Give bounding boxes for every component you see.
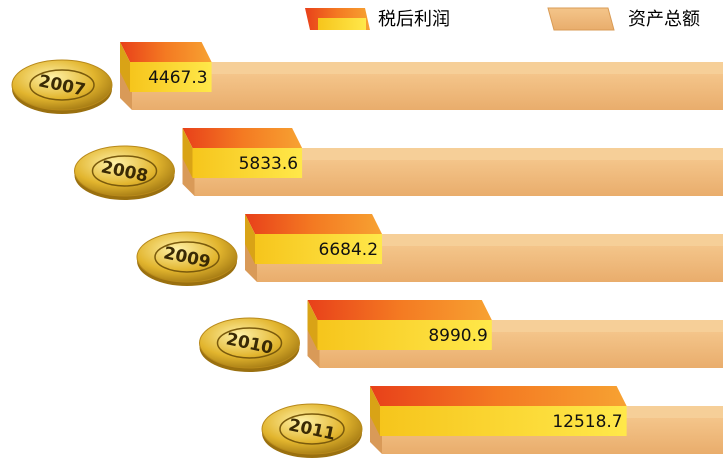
legend-label: 税后利润 — [378, 9, 450, 30]
bar-side — [120, 42, 130, 92]
legend-label: 资产总额 — [628, 9, 700, 30]
value-label: 5833.6 — [239, 154, 298, 174]
value-label: 4467.3 — [148, 68, 207, 88]
legend: 税后利润 资产总额 — [305, 7, 700, 31]
asset-bar-top — [188, 148, 723, 160]
coin-ring — [216, 327, 283, 359]
coin-ring — [154, 241, 220, 273]
bar — [317, 320, 492, 350]
coin — [261, 403, 363, 455]
bar — [380, 406, 627, 436]
bar-side — [182, 128, 193, 178]
legend-swatch — [318, 18, 366, 30]
bar — [130, 62, 212, 92]
bar-top — [245, 214, 383, 234]
legend-swatch — [547, 7, 615, 31]
coin — [136, 231, 238, 283]
bar — [192, 148, 303, 178]
coin — [74, 145, 175, 197]
coin-ring — [279, 413, 345, 445]
coin-ring — [29, 69, 95, 101]
value-label: 8990.9 — [428, 326, 487, 346]
bar-side — [307, 300, 318, 350]
coin-ring — [91, 155, 158, 187]
bar-top — [307, 300, 492, 320]
asset-bar-top — [126, 62, 723, 74]
bar-side — [370, 386, 380, 436]
bar-top — [370, 386, 627, 406]
bar-top — [120, 42, 212, 62]
bar-side — [245, 214, 255, 264]
coin — [199, 317, 300, 369]
bar-top — [182, 128, 303, 148]
value-label: 12518.7 — [552, 412, 622, 432]
value-label: 6684.2 — [319, 240, 378, 260]
coin — [11, 59, 113, 111]
bar — [255, 234, 383, 264]
asset-bar — [132, 74, 723, 110]
